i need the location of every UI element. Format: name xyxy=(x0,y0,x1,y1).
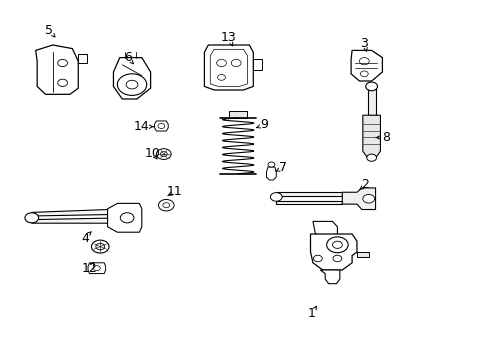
Text: 13: 13 xyxy=(221,31,236,44)
PathPatch shape xyxy=(32,209,127,216)
PathPatch shape xyxy=(276,192,342,196)
Text: 6: 6 xyxy=(124,51,132,64)
Circle shape xyxy=(359,58,368,65)
PathPatch shape xyxy=(88,263,105,274)
Circle shape xyxy=(267,162,274,167)
Circle shape xyxy=(91,240,109,253)
Text: 1: 1 xyxy=(307,307,315,320)
Text: 11: 11 xyxy=(166,185,182,198)
PathPatch shape xyxy=(312,221,337,236)
Circle shape xyxy=(332,241,342,248)
Text: 7: 7 xyxy=(278,161,286,174)
Text: 2: 2 xyxy=(360,178,368,191)
Circle shape xyxy=(156,149,171,159)
Text: 14: 14 xyxy=(134,120,149,133)
Circle shape xyxy=(366,154,376,161)
PathPatch shape xyxy=(342,188,375,210)
PathPatch shape xyxy=(320,270,339,284)
PathPatch shape xyxy=(107,203,142,232)
Text: 5: 5 xyxy=(45,24,53,37)
PathPatch shape xyxy=(276,201,342,204)
Text: 10: 10 xyxy=(145,147,161,159)
PathPatch shape xyxy=(356,252,368,257)
PathPatch shape xyxy=(204,45,253,90)
PathPatch shape xyxy=(362,115,380,157)
Circle shape xyxy=(120,213,134,223)
PathPatch shape xyxy=(32,218,127,223)
PathPatch shape xyxy=(367,88,375,115)
Circle shape xyxy=(158,123,164,129)
Text: 12: 12 xyxy=(81,262,97,275)
Circle shape xyxy=(231,59,241,67)
Text: 9: 9 xyxy=(260,118,267,131)
Circle shape xyxy=(58,59,67,67)
Text: 4: 4 xyxy=(81,232,89,245)
Circle shape xyxy=(126,80,138,89)
Circle shape xyxy=(216,59,226,67)
PathPatch shape xyxy=(113,58,150,99)
PathPatch shape xyxy=(229,111,246,118)
Circle shape xyxy=(93,266,100,271)
Circle shape xyxy=(365,82,377,91)
Circle shape xyxy=(362,194,374,203)
Circle shape xyxy=(163,203,169,208)
PathPatch shape xyxy=(78,54,87,63)
Text: 3: 3 xyxy=(360,37,367,50)
PathPatch shape xyxy=(253,59,262,70)
Circle shape xyxy=(217,75,225,80)
PathPatch shape xyxy=(36,45,78,94)
Circle shape xyxy=(160,152,167,157)
PathPatch shape xyxy=(154,121,168,131)
Circle shape xyxy=(360,71,367,77)
Circle shape xyxy=(313,255,322,262)
Circle shape xyxy=(25,213,39,223)
Circle shape xyxy=(117,74,146,95)
PathPatch shape xyxy=(266,167,276,180)
Text: 8: 8 xyxy=(382,131,389,144)
PathPatch shape xyxy=(350,50,382,81)
Circle shape xyxy=(326,237,347,253)
Circle shape xyxy=(332,255,341,262)
Circle shape xyxy=(58,79,67,86)
Circle shape xyxy=(96,243,104,250)
PathPatch shape xyxy=(310,234,356,270)
Circle shape xyxy=(158,199,174,211)
Circle shape xyxy=(270,193,282,201)
